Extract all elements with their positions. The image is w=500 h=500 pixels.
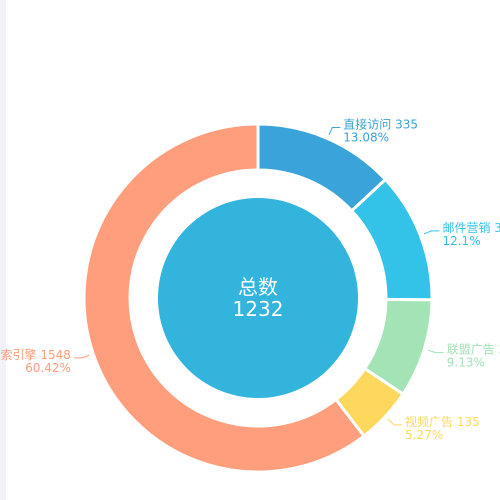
leader-line-4 [73,354,90,359]
leader-line-0 [328,126,341,136]
center-disc [158,198,358,398]
slice-label-3: 视频广告 135 [405,414,480,429]
slice-percent-3: 5.27% [405,428,443,442]
center-value: 1232 [233,297,284,321]
leader-line-2 [428,349,444,354]
slice-4[interactable] [82,122,366,474]
slice-label-0: 直接访问 335 [343,116,418,131]
left-panel-edge [0,0,6,500]
leader-line-1 [423,230,440,235]
leader-line-3 [387,419,403,426]
slice-label-1: 邮件营销 310 [442,221,500,235]
slice-label-4: 搜索引擎 1548 [0,347,71,362]
slice-percent-2: 9.13% [447,356,485,370]
slice-percent-1: 12.1% [442,234,480,248]
slices-group [82,122,434,474]
slice-label-2: 联盟广告 234 [447,343,500,357]
slice-percent-4: 60.42% [25,361,71,375]
center-label: 总数 [238,275,278,299]
slice-percent-0: 13.08% [343,130,389,144]
